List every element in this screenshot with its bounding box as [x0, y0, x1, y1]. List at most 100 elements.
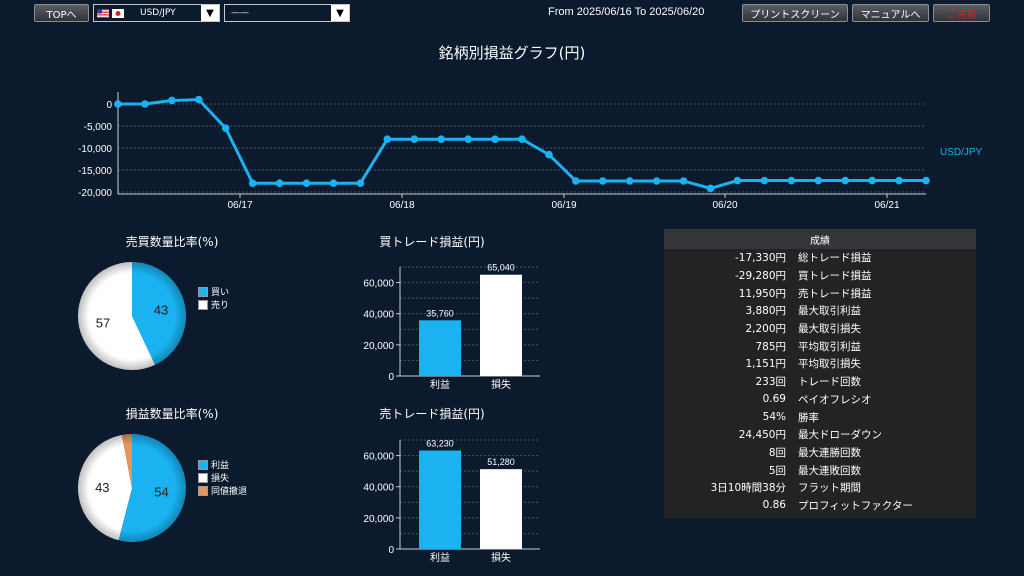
stats-value: 0.69 — [762, 393, 786, 406]
stats-row: 5回 最大連敗回数 — [664, 461, 976, 479]
data-point — [706, 184, 715, 193]
stats-value: 11,950円 — [738, 287, 786, 300]
stats-row: 24,450円 最大ドローダウン — [664, 426, 976, 444]
legend-swatch — [198, 459, 208, 470]
data-point — [275, 179, 284, 187]
legend-loss: 損失 — [198, 471, 229, 484]
x-tick-label: 06/20 — [712, 200, 737, 211]
data-point — [141, 100, 149, 108]
stats-row: 0.69 ペイオフレシオ — [664, 391, 976, 409]
stats-row: 785円 平均取引利益 — [664, 337, 976, 355]
data-point — [545, 150, 553, 159]
japan-flag-icon — [112, 8, 124, 18]
data-point — [922, 176, 930, 185]
stats-label: 勝率 — [798, 411, 819, 424]
legend-buy: 買い — [198, 285, 229, 298]
legend-sell: 売り — [198, 298, 229, 311]
stats-value: 8回 — [768, 446, 786, 459]
second-select-value: —— — [231, 8, 249, 18]
stats-row: 233回 トレード回数 — [664, 373, 976, 391]
stats-value: 3日10時間38分 — [710, 482, 786, 495]
legend-breakeven: 同値撤退 — [198, 484, 247, 497]
second-select[interactable]: —— ▼ — [224, 4, 350, 22]
x-tick-label: 06/19 — [551, 200, 576, 211]
stats-label: 最大連敗回数 — [798, 464, 861, 477]
pie-shading — [78, 262, 186, 370]
data-point — [814, 176, 823, 185]
stats-row: 1,151円 平均取引損失 — [664, 355, 976, 373]
data-point — [168, 96, 176, 105]
y-tick-label: -5,000 — [84, 122, 113, 133]
y-tick-label: 60,000 — [363, 279, 394, 290]
stats-label: 最大取引損失 — [798, 323, 861, 336]
stats-value: 24,450円 — [738, 429, 786, 442]
data-point — [195, 95, 203, 104]
data-point — [895, 176, 903, 185]
stats-row: 11,950円 売トレード損益 — [664, 284, 976, 302]
y-tick-label: 0 — [388, 372, 394, 383]
bar-category-label: 損失 — [491, 551, 511, 564]
stats-label: 売トレード損益 — [798, 287, 872, 300]
sell-trade-bar-chart: 60,000 40,000 20,000 0 63,230 利益 51,280 損失 — [363, 439, 540, 564]
y-tick-label: -15,000 — [78, 166, 112, 177]
page-title: 銘柄別損益グラフ(円) — [438, 44, 586, 62]
stats-value: 1,151円 — [745, 358, 786, 371]
buy-trade-bar-chart: 60,000 40,000 20,000 0 35,760 利益 65,040 損失 — [363, 263, 540, 391]
stats-value: 5回 — [768, 464, 786, 477]
y-tick-label: 0 — [388, 545, 394, 556]
stats-label: フラット期間 — [798, 482, 861, 495]
legend-profit: 利益 — [198, 458, 229, 471]
top-button[interactable]: TOPへ — [34, 4, 89, 22]
x-tick-label: 06/17 — [227, 200, 252, 211]
stats-row: 2,200円 最大取引損失 — [664, 320, 976, 338]
pie2-title: 損益数量比率(%) — [125, 407, 219, 421]
bar-category-label: 利益 — [430, 378, 450, 391]
stats-row: -17,330円 総トレード損益 — [664, 249, 976, 267]
y-tick-label: 60,000 — [363, 452, 394, 463]
stats-header: 成績 — [664, 229, 976, 249]
pair-select[interactable]: USD/JPY ▼ — [93, 4, 220, 22]
x-tick-label: 06/18 — [389, 200, 414, 211]
pl-line-chart: 0 -5,000 -10,000 -15,000 -20,000 06/17 06/18 06… — [78, 92, 983, 211]
data-point — [599, 177, 607, 185]
print-screen-button[interactable]: プリントスクリーン — [742, 4, 848, 22]
data-point — [464, 135, 472, 143]
y-tick-label: 0 — [106, 100, 112, 111]
bar — [480, 469, 522, 549]
y-tick-label: 20,000 — [363, 341, 394, 352]
data-point — [787, 176, 796, 185]
y-tick-label: 40,000 — [363, 310, 394, 321]
stats-label: 平均取引損失 — [798, 358, 861, 371]
data-point — [652, 177, 661, 185]
data-point — [572, 177, 580, 185]
data-point — [625, 177, 634, 185]
stats-row: 8回 最大連勝回数 — [664, 444, 976, 462]
manual-button[interactable]: マニュアルへ — [852, 4, 929, 22]
data-point — [437, 135, 446, 143]
chevron-down-icon[interactable]: ▼ — [201, 5, 219, 21]
stats-value: 3,880円 — [745, 305, 786, 318]
caution-button[interactable]: ご注意 — [933, 4, 990, 22]
data-point — [114, 100, 122, 108]
stats-row: 3,880円 最大取引利益 — [664, 302, 976, 320]
data-point — [841, 176, 849, 185]
data-point — [383, 135, 392, 143]
legend-swatch — [198, 485, 208, 496]
top-toolbar: TOPへ USD/JPY ▼ —— ▼ From 2025/06/16 To 2… — [0, 0, 1024, 28]
stats-row: 3日10時間38分 フラット期間 — [664, 479, 976, 497]
stats-label: 最大ドローダウン — [798, 429, 882, 442]
stats-value: 233回 — [755, 376, 786, 389]
data-point — [302, 179, 311, 187]
chevron-down-icon[interactable]: ▼ — [331, 5, 349, 21]
stats-label: 買トレード損益 — [798, 270, 872, 283]
y-tick-label: -10,000 — [78, 144, 112, 155]
data-point — [356, 179, 365, 187]
stats-value: -29,280円 — [734, 270, 786, 283]
data-point — [868, 176, 876, 185]
stats-label: ペイオフレシオ — [798, 393, 872, 406]
legend-swatch — [198, 472, 208, 483]
pie-shading — [78, 434, 186, 542]
data-point — [221, 124, 230, 132]
bar1-title: 買トレード損益(円) — [379, 235, 485, 249]
data-point — [733, 176, 742, 185]
